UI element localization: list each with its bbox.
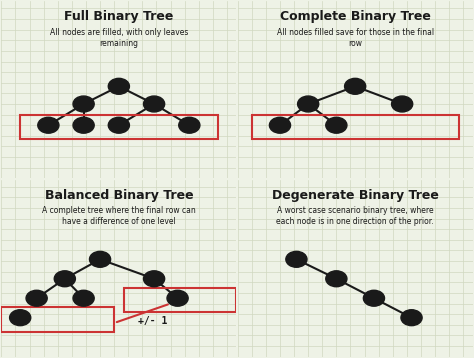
Circle shape (144, 96, 164, 112)
Circle shape (179, 117, 200, 133)
Circle shape (286, 251, 307, 267)
Circle shape (326, 271, 347, 287)
Text: All nodes filled save for those in the final
row: All nodes filled save for those in the f… (277, 28, 434, 48)
Circle shape (54, 271, 75, 287)
Circle shape (90, 251, 110, 267)
Circle shape (298, 96, 319, 112)
Text: Degenerate Binary Tree: Degenerate Binary Tree (272, 189, 438, 202)
Text: A worst case scenario binary tree, where
each node is in one direction of the pr: A worst case scenario binary tree, where… (276, 206, 434, 226)
Text: Balanced Binary Tree: Balanced Binary Tree (45, 189, 193, 202)
Circle shape (269, 117, 291, 133)
Text: All nodes are filled, with only leaves
remaining: All nodes are filled, with only leaves r… (50, 28, 188, 48)
Circle shape (108, 78, 129, 94)
Circle shape (38, 117, 59, 133)
Circle shape (364, 290, 384, 306)
Circle shape (26, 290, 47, 306)
Circle shape (144, 271, 164, 287)
Circle shape (108, 117, 129, 133)
Circle shape (167, 290, 188, 306)
Circle shape (345, 78, 366, 94)
Circle shape (326, 117, 347, 133)
Circle shape (392, 96, 413, 112)
Circle shape (73, 96, 94, 112)
Text: A complete tree where the final row can
have a difference of one level: A complete tree where the final row can … (42, 206, 196, 226)
Text: +/- 1: +/- 1 (137, 316, 167, 326)
Circle shape (73, 117, 94, 133)
Circle shape (9, 310, 31, 326)
Circle shape (401, 310, 422, 326)
Text: Full Binary Tree: Full Binary Tree (64, 10, 173, 23)
Text: Complete Binary Tree: Complete Binary Tree (280, 10, 430, 23)
Circle shape (73, 290, 94, 306)
